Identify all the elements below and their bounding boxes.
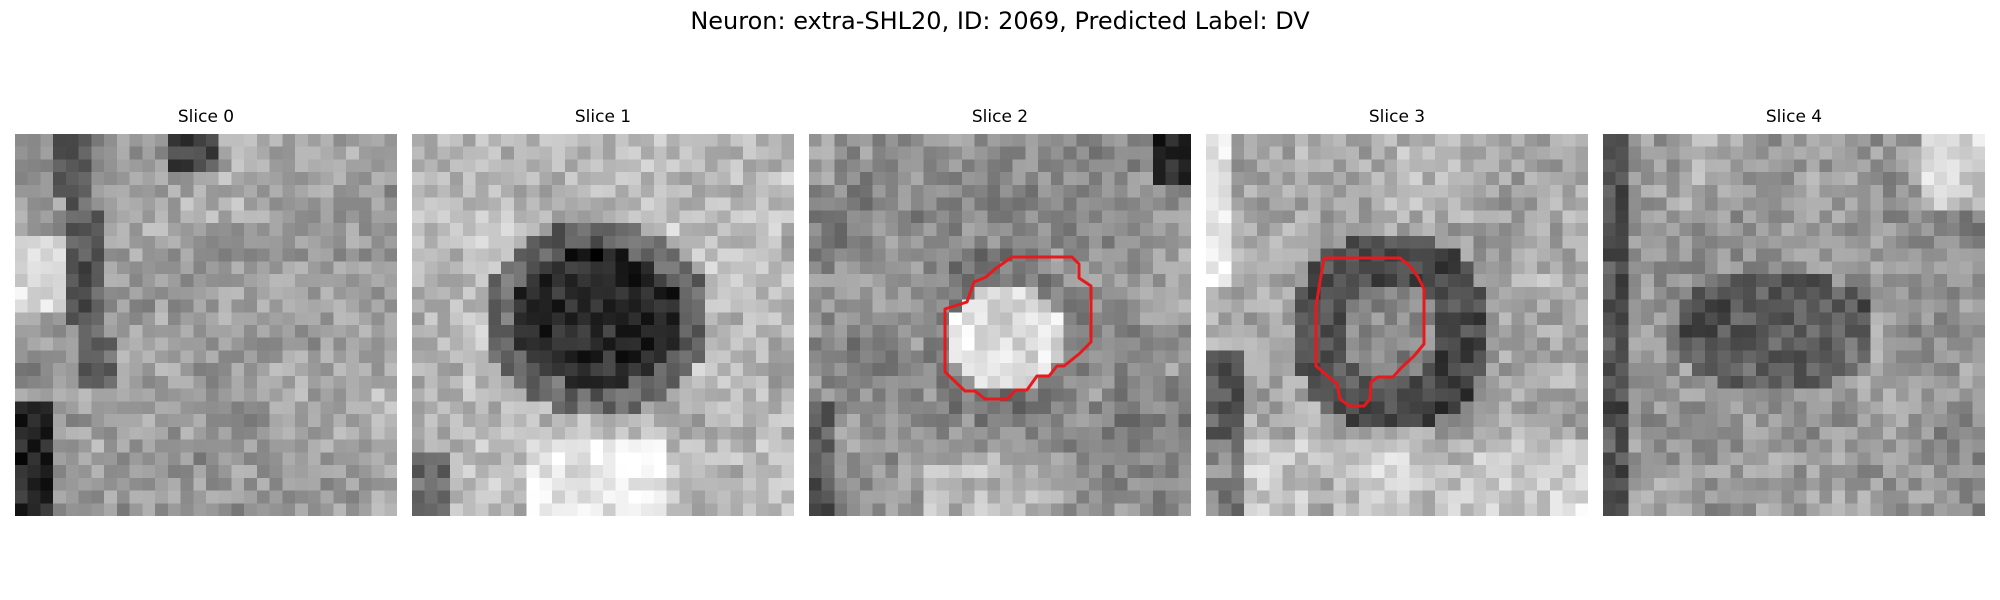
slice-panel-1: Slice 1 — [412, 106, 794, 516]
slice-title: Slice 2 — [971, 107, 1029, 127]
figure-title: Neuron: extra-SHL20, ID: 2069, Predicted… — [690, 7, 1310, 35]
slice-panel-3: Slice 3 — [1206, 106, 1588, 516]
slice-panel-4: Slice 4 — [1603, 106, 1985, 516]
slice-image — [412, 134, 794, 516]
slice-image — [1206, 134, 1588, 516]
slice-title: Slice 0 — [177, 107, 235, 127]
slice-image — [1603, 134, 1985, 516]
slice-panel-0: Slice 0 — [15, 106, 397, 516]
segmentation-contour — [943, 255, 1093, 401]
slice-image — [809, 134, 1191, 516]
segmentation-contour — [1314, 256, 1426, 408]
slice-title: Slice 1 — [574, 107, 632, 127]
slice-title: Slice 3 — [1368, 107, 1426, 127]
slice-panel-2: Slice 2 — [809, 106, 1191, 516]
slice-image — [15, 134, 397, 516]
slice-title: Slice 4 — [1765, 107, 1823, 127]
